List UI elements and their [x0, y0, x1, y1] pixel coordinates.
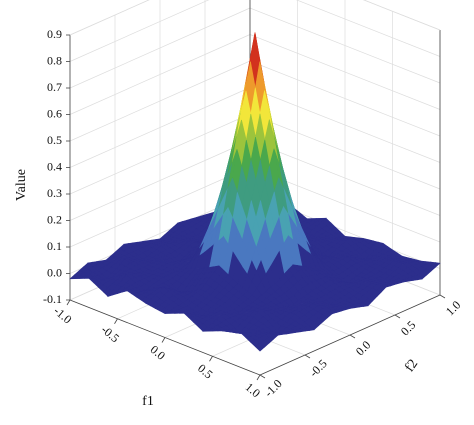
y-tick-label: 0.5	[398, 318, 419, 339]
tick-mark	[210, 356, 213, 361]
y-tick-label: 0.0	[353, 338, 374, 359]
z-tick-label: 0.2	[47, 212, 62, 226]
tick-mark	[395, 315, 400, 318]
z-tick-label: 0.5	[47, 133, 62, 147]
y-tick-label: -0.5	[306, 356, 329, 379]
y-tick-label: 1.0	[443, 298, 464, 319]
z-tick-label: 0.9	[47, 27, 62, 41]
tick-mark	[440, 295, 445, 298]
z-tick-label: 0.1	[47, 239, 62, 253]
x-tick-label: 0.0	[148, 342, 168, 362]
z-tick-label: 0.0	[47, 265, 62, 279]
x-tick-label: -0.5	[99, 322, 123, 345]
tick-mark	[67, 300, 70, 305]
y-tick-label: -1.0	[261, 376, 284, 399]
z-tick-label: 0.3	[47, 186, 62, 200]
tick-mark	[350, 335, 355, 338]
z-axis-label: Value	[14, 169, 29, 201]
x-tick-label: 1.0	[243, 380, 263, 400]
tick-mark	[257, 375, 260, 380]
tick-mark	[115, 319, 118, 324]
z-tick-label: 0.4	[47, 159, 62, 173]
tick-mark	[260, 375, 265, 378]
x-tick-label: -1.0	[51, 304, 75, 327]
z-tick-label: 0.8	[47, 53, 62, 67]
tick-mark	[162, 338, 165, 343]
x-axis-label: f1	[142, 394, 154, 409]
tick-mark	[305, 355, 310, 358]
z-tick-label: 0.6	[47, 106, 62, 120]
y-axis-label: f2	[402, 357, 421, 375]
x-tick-label: 0.5	[195, 361, 215, 381]
z-tick-label: 0.7	[47, 80, 62, 94]
